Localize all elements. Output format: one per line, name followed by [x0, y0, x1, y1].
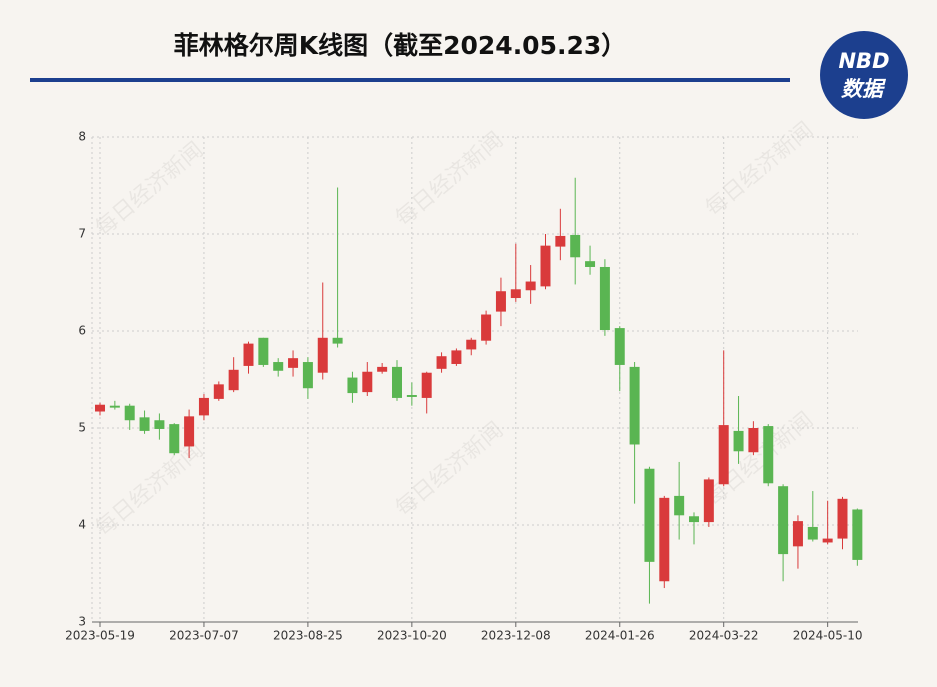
- candle-body: [703, 479, 714, 523]
- candle-body: [198, 397, 209, 416]
- candle-body: [689, 516, 699, 523]
- candle-body: [288, 358, 299, 368]
- candle-body: [302, 362, 313, 389]
- logo-text: 数据: [841, 77, 887, 101]
- candle-body: [807, 526, 818, 540]
- candle-body: [109, 405, 120, 408]
- candle-body: [718, 425, 729, 485]
- candle-body: [406, 395, 417, 397]
- x-tick-label: 2023-10-20: [377, 629, 447, 643]
- x-tick-label: 2024-01-26: [585, 629, 655, 643]
- candle-body: [95, 404, 105, 412]
- watermark: 每日经济新闻: [91, 438, 208, 542]
- candle-body: [585, 261, 596, 267]
- candle-body: [213, 384, 224, 399]
- x-tick-label: 2023-07-07: [169, 629, 239, 643]
- candle-body: [481, 314, 492, 341]
- watermark: 每日经济新闻: [701, 408, 818, 512]
- y-tick-label: 4: [78, 518, 86, 532]
- candle-body: [362, 371, 373, 393]
- x-tick-label: 2023-05-19: [65, 629, 135, 643]
- candle-body: [169, 424, 180, 454]
- candle-body: [124, 405, 135, 421]
- candle-body: [139, 417, 150, 431]
- title-rule: [30, 78, 790, 82]
- watermark: 每日经济新闻: [701, 118, 818, 222]
- candle-body: [614, 328, 625, 365]
- watermark: 每日经济新闻: [91, 138, 208, 242]
- candle-body: [733, 430, 744, 452]
- candle-body: [421, 372, 432, 398]
- candle-body: [273, 362, 284, 371]
- watermark: 每日经济新闻: [391, 418, 508, 522]
- y-tick-label: 5: [78, 421, 86, 435]
- candle-body: [763, 426, 774, 484]
- y-tick-label: 7: [78, 227, 86, 241]
- candle-body: [154, 420, 165, 429]
- candle-body: [466, 339, 477, 350]
- y-tick-label: 6: [78, 324, 86, 338]
- candle-body: [629, 366, 640, 445]
- candle-body: [540, 245, 551, 287]
- candle-body: [822, 538, 833, 543]
- candle-body: [555, 235, 566, 247]
- candle-body: [837, 498, 848, 539]
- candle-body: [525, 281, 536, 291]
- plot: 3 4 5 6 7 8 2023-05-19 2023-07-07 2023-08-25 2023…: [65, 130, 862, 643]
- x-tick-label: 2024-05-10: [793, 629, 863, 643]
- candle-body: [495, 291, 506, 312]
- candle-body: [332, 337, 343, 344]
- watermark: 每日经济新闻: [391, 128, 508, 232]
- candle-body: [674, 495, 685, 516]
- y-tick-label: 3: [78, 615, 86, 629]
- candle-body: [317, 337, 328, 373]
- candle-body: [644, 468, 655, 562]
- candle-body: [436, 356, 447, 369]
- candle-body: [377, 366, 388, 372]
- candle-body: [852, 509, 863, 560]
- candle-body: [792, 521, 803, 547]
- candle-body: [570, 234, 581, 258]
- chart-title: 菲林格尔周K线图（截至2024.05.23）: [174, 31, 627, 60]
- candle-body: [451, 350, 462, 364]
- x-tick-label: 2023-08-25: [273, 629, 343, 643]
- y-tick-label: 8: [78, 130, 86, 144]
- x-tick-label: 2023-12-08: [481, 629, 551, 643]
- candle-body: [748, 428, 759, 453]
- candle-body: [392, 366, 402, 398]
- candle-body: [599, 266, 610, 331]
- candle-body: [243, 343, 254, 366]
- candle-body: [510, 289, 521, 299]
- candle-body: [659, 497, 670, 582]
- logo: [820, 31, 908, 119]
- candle-body: [228, 369, 239, 391]
- candle-body: [184, 416, 195, 447]
- logo-text: NBD: [838, 49, 889, 73]
- candle-body: [347, 377, 358, 394]
- x-tick-label: 2024-03-22: [689, 629, 759, 643]
- candle-body: [778, 486, 789, 555]
- candle-body: [258, 337, 269, 365]
